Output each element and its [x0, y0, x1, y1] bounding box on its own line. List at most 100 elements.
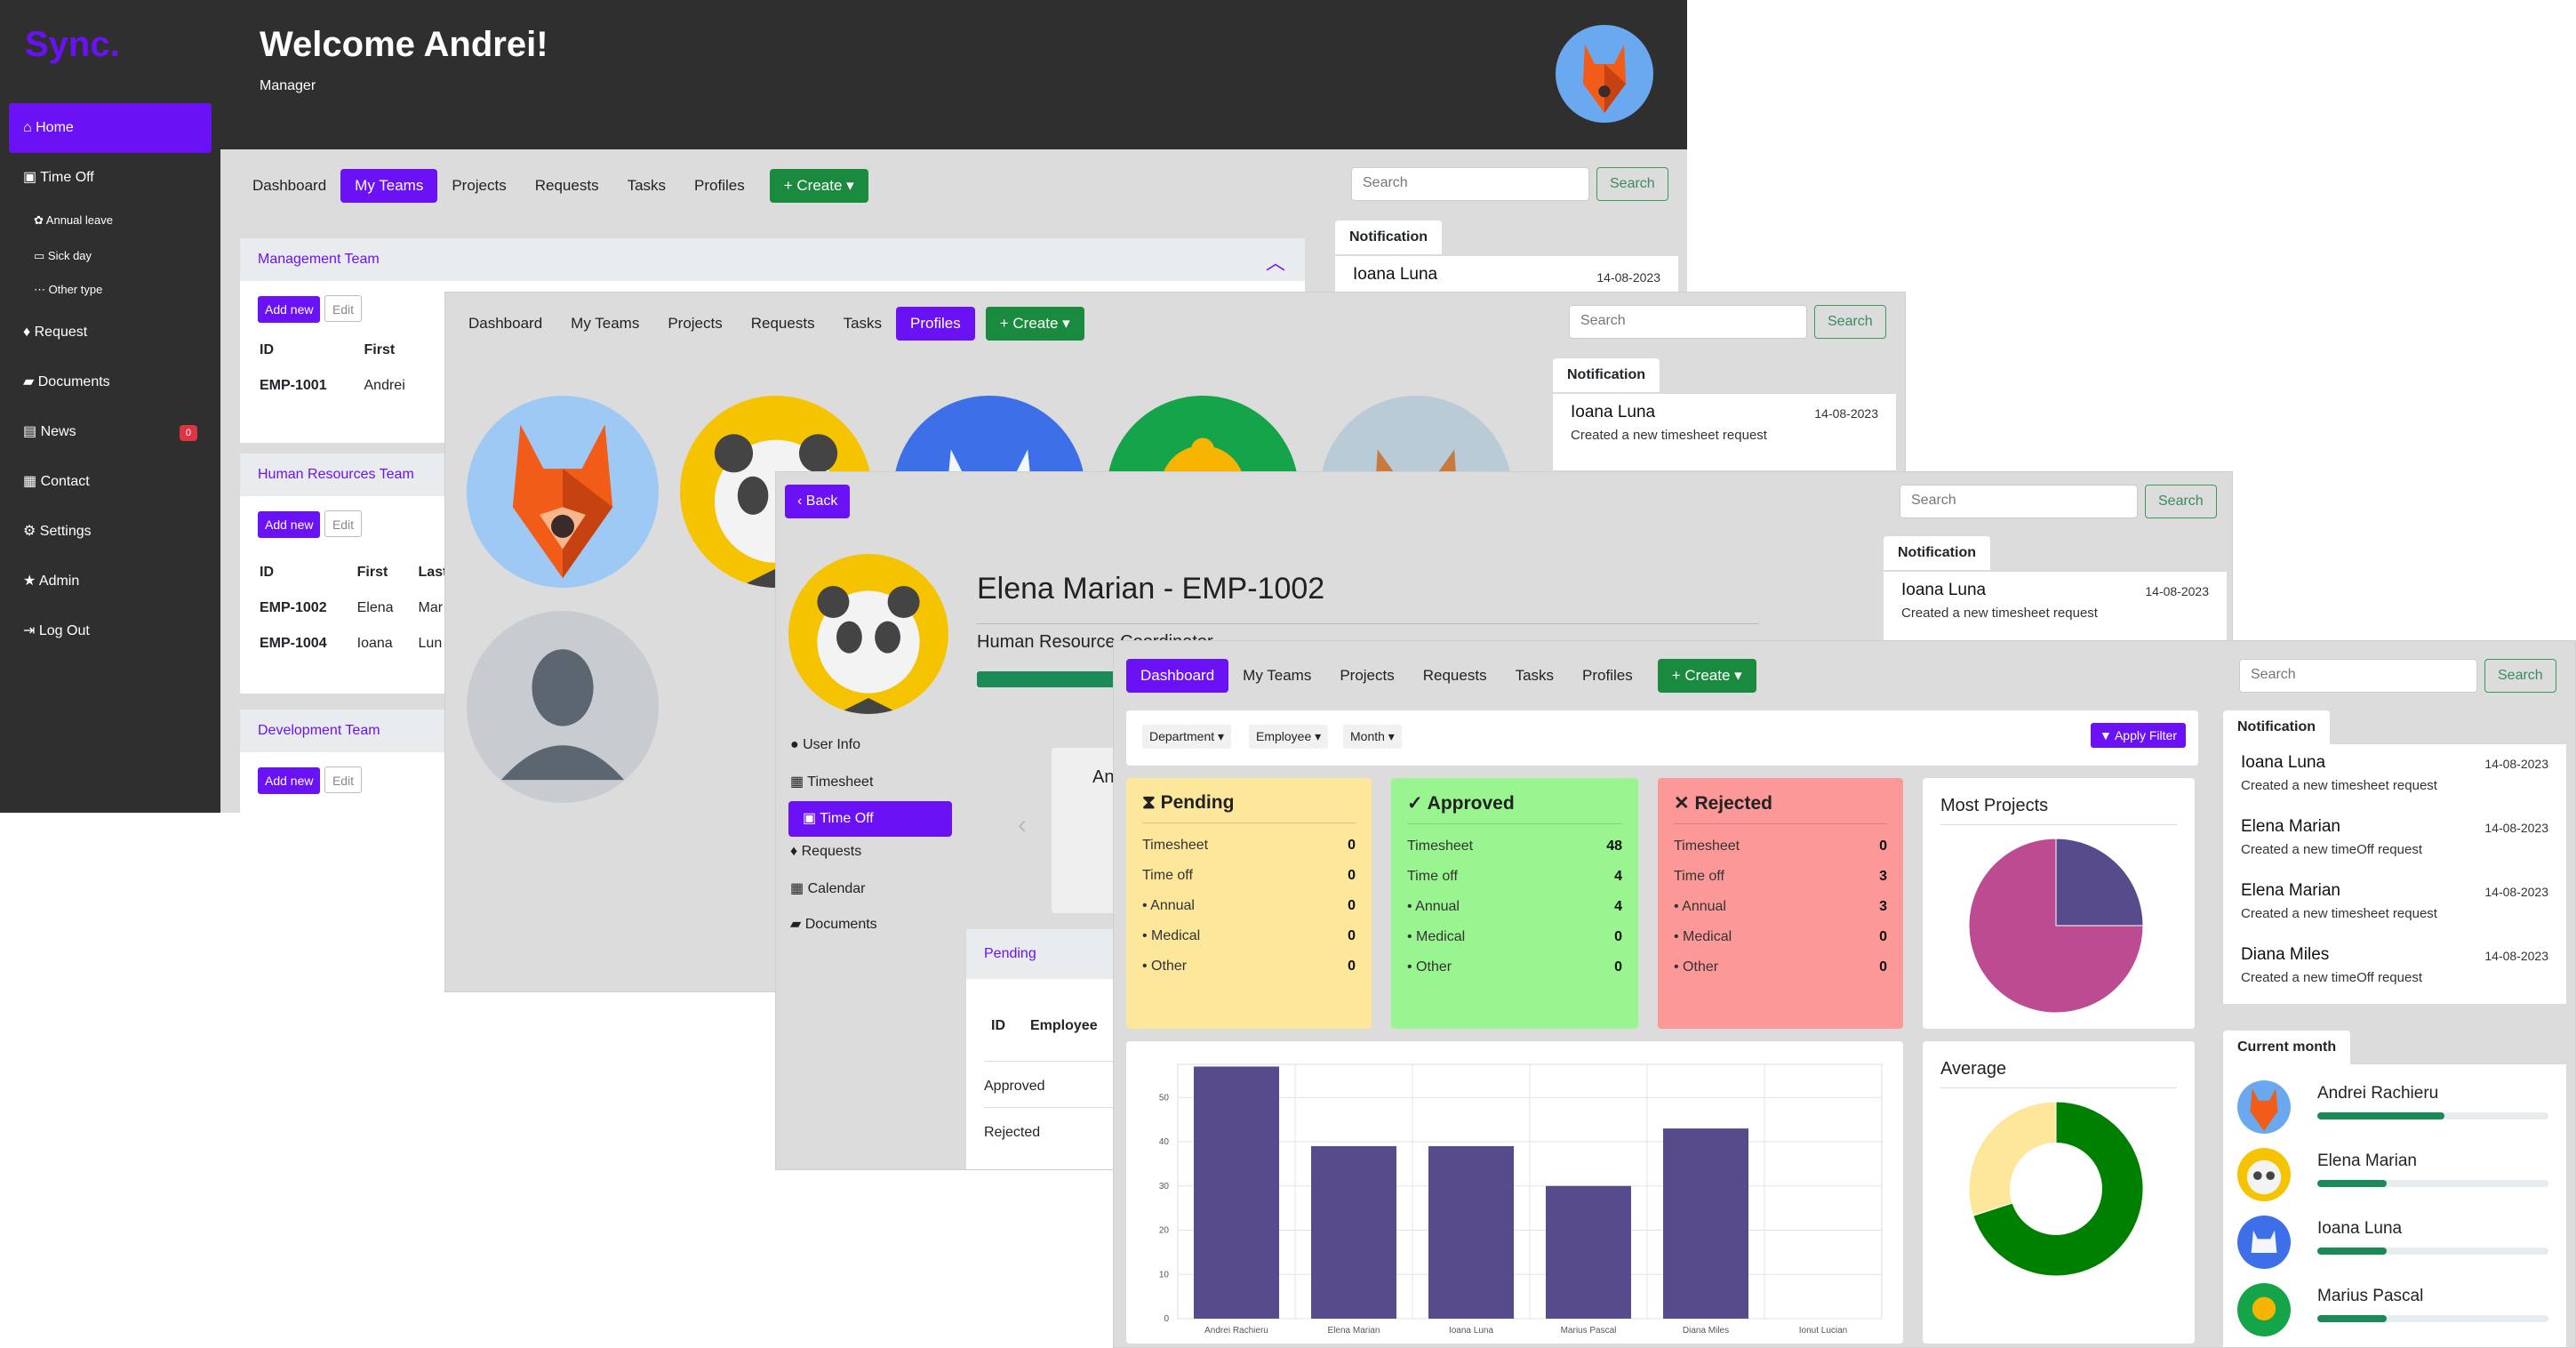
sidebar-item-admin[interactable]: ★ Admin: [23, 574, 80, 589]
logout-icon: ⇥: [23, 623, 39, 638]
create-button[interactable]: + Create ▾: [985, 307, 1084, 341]
sidebar-item-time-off[interactable]: ▣ Time Off: [23, 170, 94, 185]
search-button[interactable]: Search: [1596, 167, 1668, 201]
add-new-button[interactable]: Add new: [258, 767, 321, 794]
menu-documents[interactable]: ▰ Documents: [790, 917, 877, 932]
sidebar-item-contact[interactable]: ▦ Contact: [23, 474, 90, 489]
create-button[interactable]: + Create ▾: [1657, 659, 1756, 693]
main-nav: Dashboard My Teams Projects Requests Tas…: [1126, 659, 1756, 693]
search-input[interactable]: Search: [2239, 659, 2477, 693]
tab-profiles[interactable]: Profiles: [1582, 667, 1633, 684]
tab-dashboard[interactable]: Dashboard: [1126, 659, 1229, 693]
tab-projects[interactable]: Projects: [452, 177, 507, 194]
y-tick-label: 10: [1159, 1270, 1170, 1280]
pie-slice: [1968, 838, 2144, 1014]
tab-my-teams[interactable]: My Teams: [1243, 667, 1312, 684]
notification-panel: Ioana Luna 14-08-2023 Created a new time…: [1884, 572, 2227, 648]
add-new-button[interactable]: Add new: [258, 511, 321, 538]
search-button[interactable]: Search: [2484, 659, 2556, 693]
tab-tasks[interactable]: Tasks: [843, 315, 883, 332]
apply-filter-button[interactable]: ▼ Apply Filter: [2090, 723, 2186, 748]
profile-avatar-placeholder[interactable]: [467, 611, 659, 803]
bar: [1428, 1146, 1514, 1319]
notification-item: Elena Marian 14-08-2023 Created a new time…: [2241, 881, 2548, 921]
team-header[interactable]: Management Team: [240, 238, 1305, 281]
notification-panel: Ioana Luna 14-08-2023 Created a new time…: [1553, 394, 1896, 470]
sidebar: Sync. ⌂ Home ▣ Time Off ✿ Annual leave ▭…: [0, 0, 220, 813]
tab-projects[interactable]: Projects: [1340, 667, 1395, 684]
sidebar-item-logout[interactable]: ⇥ Log Out: [23, 623, 90, 638]
search-input[interactable]: Search: [1900, 485, 2138, 518]
notification-item: Ioana Luna 14-08-2023 Created a new timesh…: [2241, 753, 2548, 793]
menu-user-info[interactable]: ● User Info: [790, 737, 861, 752]
prev-arrow-icon[interactable]: ‹: [1018, 810, 1027, 839]
window-dashboard: Dashboard My Teams Projects Requests Tas…: [1113, 640, 2576, 1348]
edit-button[interactable]: Edit: [324, 766, 363, 793]
header: Welcome Andrei! Manager: [220, 0, 1687, 149]
bar: [1546, 1185, 1631, 1319]
sidebar-item-request[interactable]: ♦ Request: [23, 325, 88, 340]
x-tick-label: Andrei Rachieru: [1204, 1326, 1268, 1336]
tab-profiles[interactable]: Profiles: [896, 307, 975, 341]
tab-requests[interactable]: Requests: [1422, 667, 1487, 684]
menu-time-off[interactable]: ▣ Time Off: [788, 801, 952, 837]
notification-tab[interactable]: Notification: [1335, 221, 1442, 254]
edit-button[interactable]: Edit: [324, 510, 363, 537]
notification-tab[interactable]: Notification: [2223, 710, 2330, 744]
menu-calendar[interactable]: ▦ Calendar: [790, 881, 866, 896]
bar: [1311, 1146, 1396, 1319]
hourglass-icon: ⧗: [1142, 792, 1161, 813]
person-progress: [2317, 1112, 2444, 1119]
month-filter[interactable]: Month ▾: [1343, 725, 1402, 749]
filter-icon: ▼: [2099, 728, 2115, 742]
tab-dashboard[interactable]: Dashboard: [468, 315, 543, 332]
tab-dashboard[interactable]: Dashboard: [252, 177, 327, 194]
car-icon: ▣: [23, 170, 41, 185]
team-table: ID First EMP-1001 Andrei: [260, 342, 405, 393]
create-button[interactable]: + Create ▾: [769, 169, 868, 203]
department-filter[interactable]: Department ▾: [1142, 725, 1232, 749]
y-tick-label: 30: [1159, 1182, 1170, 1192]
rejected-card: ✕ Rejected Timesheet 0 Time off 3 • Annual…: [1658, 778, 1903, 1029]
search-input[interactable]: Search: [1569, 305, 1807, 339]
profile-avatar-fox[interactable]: [467, 396, 659, 588]
avatar[interactable]: [1556, 25, 1653, 123]
tab-tasks[interactable]: Tasks: [627, 177, 667, 194]
add-new-button[interactable]: Add new: [258, 296, 321, 323]
notification-tab[interactable]: Notification: [1884, 536, 1990, 570]
notification-item: Ioana Luna 14-08-2023 Created a new time…: [1571, 403, 1878, 443]
search-input[interactable]: Search: [1351, 167, 1589, 201]
search-button[interactable]: Search: [2145, 485, 2217, 518]
tab-requests[interactable]: Requests: [534, 177, 599, 194]
tab-requests[interactable]: Requests: [750, 315, 815, 332]
search-bar: Search Search: [1900, 485, 2217, 518]
sidebar-item-home[interactable]: ⌂ Home: [9, 103, 212, 153]
sidebar-sub-other[interactable]: ⋯ Other type: [34, 283, 103, 296]
sidebar-sub-sick[interactable]: ▭ Sick day: [34, 249, 92, 262]
current-month-tab[interactable]: Current month: [2223, 1031, 2351, 1064]
sidebar-item-news[interactable]: ▤ News 0: [9, 407, 212, 457]
collapse-icon[interactable]: ︿: [1265, 252, 1285, 274]
edit-button[interactable]: Edit: [324, 295, 363, 322]
role-label: Manager: [260, 78, 316, 93]
tab-my-teams[interactable]: My Teams: [340, 169, 438, 203]
menu-requests[interactable]: ♦ Requests: [790, 844, 862, 859]
current-month-panel: Andrei Rachieru Elena Marian Ioana Luna …: [2223, 1064, 2566, 1347]
sidebar-item-documents[interactable]: ▰ Documents: [23, 374, 110, 389]
sidebar-item-settings[interactable]: ⚙ Settings: [23, 524, 92, 539]
tab-profiles[interactable]: Profiles: [694, 177, 745, 194]
tab-tasks[interactable]: Tasks: [1515, 667, 1555, 684]
tab-my-teams[interactable]: My Teams: [571, 315, 640, 332]
search-button[interactable]: Search: [1814, 305, 1886, 339]
search-bar: Search Search: [2239, 659, 2556, 693]
notification-panel: Ioana Luna 14-08-2023 Created a new timesh…: [2223, 744, 2566, 1004]
sidebar-sub-annual[interactable]: ✿ Annual leave: [34, 213, 113, 227]
notification-item: Diana Miles 14-08-2023 Created a new timeO…: [2241, 945, 2548, 985]
employee-filter[interactable]: Employee ▾: [1249, 725, 1329, 749]
y-tick-label: 50: [1159, 1093, 1170, 1103]
tab-projects[interactable]: Projects: [668, 315, 723, 332]
notification-tab[interactable]: Notification: [1553, 358, 1660, 392]
menu-timesheet[interactable]: ▦ Timesheet: [790, 774, 874, 790]
person-progress: [2317, 1248, 2387, 1255]
back-button[interactable]: ‹ Back: [785, 485, 851, 518]
